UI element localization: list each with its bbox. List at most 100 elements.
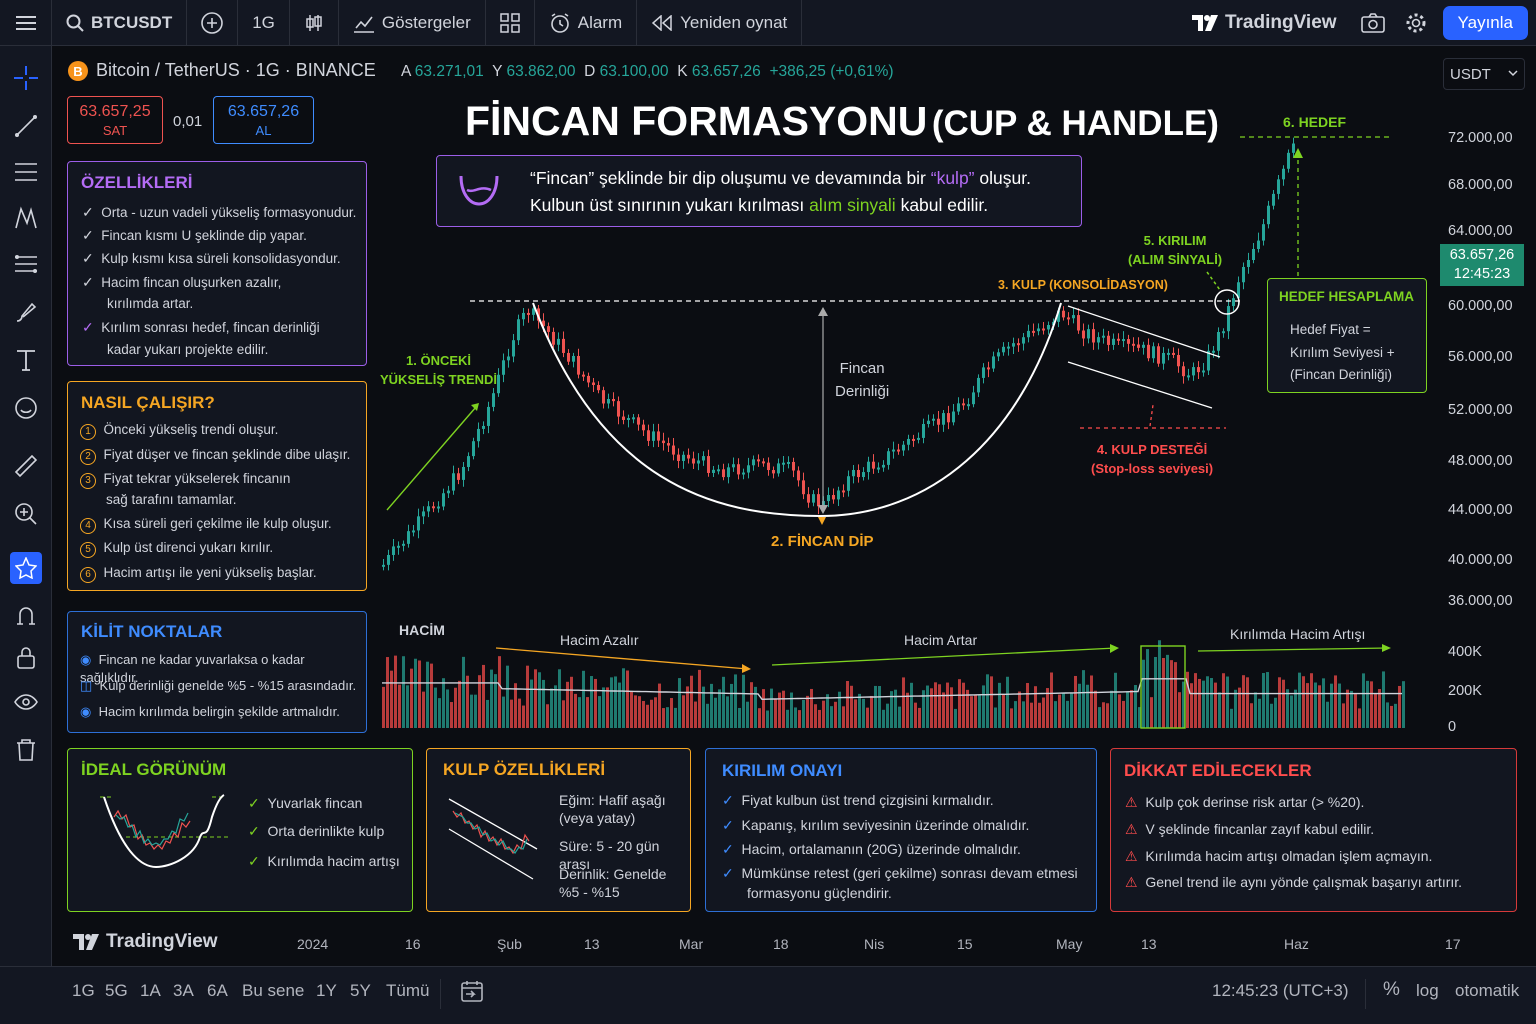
range-all[interactable]: Tümü (386, 981, 430, 1000)
volume-bar (1362, 673, 1365, 728)
candle-body (902, 444, 905, 451)
brush-tool[interactable] (10, 296, 42, 328)
info-text-end: oluşur. (974, 168, 1031, 188)
candle-body (1037, 328, 1040, 332)
candle-body (1062, 310, 1065, 318)
feature-text: Kırılım sonrası hedef, fincan derinliği (101, 320, 320, 335)
timezone-clock[interactable]: 12:45:23 (UTC+3) (1212, 981, 1349, 1000)
volume-bar (1370, 681, 1373, 728)
fib-tool[interactable] (10, 156, 42, 188)
candle-body (857, 469, 860, 478)
gear-icon (1406, 13, 1426, 32)
range-5y[interactable]: 5Y (350, 981, 371, 1000)
magnet-tool[interactable] (10, 598, 42, 630)
volume-bar (670, 698, 673, 728)
volume-bar (414, 658, 417, 728)
candle-body (1192, 367, 1195, 376)
delete-tool[interactable] (10, 734, 42, 766)
emoji-tool[interactable] (10, 392, 42, 424)
interval-button[interactable]: 1G (238, 0, 290, 46)
volume-bar (826, 694, 829, 728)
forecast-tool[interactable] (10, 248, 42, 280)
indicators-button[interactable]: Göstergeler (339, 0, 486, 46)
target-label: 6. HEDEF (1283, 114, 1347, 130)
alarm-button[interactable]: Alarm (535, 0, 638, 46)
volume-bar (790, 692, 793, 728)
trendline-tool[interactable] (10, 110, 42, 142)
snapshot-button[interactable] (1351, 0, 1395, 46)
volume-bar (990, 676, 993, 728)
volume-bar (970, 696, 973, 728)
candle-body (557, 338, 560, 345)
compare-button[interactable] (187, 0, 239, 46)
candle-body (847, 476, 850, 491)
volume-bar (538, 672, 541, 728)
candle-body (1047, 325, 1050, 330)
text-tool[interactable] (10, 344, 42, 376)
volume-bar (714, 697, 717, 728)
volume-bar (654, 697, 657, 728)
candle-body (607, 398, 610, 404)
candle-body (1137, 344, 1140, 348)
support-label-1: 4. KULP DESTEĞİ (1096, 442, 1208, 457)
auto-toggle[interactable]: otomatik (1455, 981, 1520, 1000)
volume-bar (558, 669, 561, 728)
replay-button[interactable]: Yeniden oynat (637, 0, 803, 46)
range-5d[interactable]: 5G (105, 981, 128, 1000)
step-number: 1 (80, 424, 96, 440)
confirm-item: ✓ Mümkünse retest (geri çekilme) sonrası… (722, 865, 1078, 881)
volume-bar (638, 696, 641, 728)
candle-body (762, 461, 765, 464)
candle-body (702, 456, 705, 461)
depth-arrow-head-up (818, 307, 828, 316)
candle-body (487, 406, 490, 426)
publish-button[interactable]: Yayınla (1442, 5, 1528, 40)
candle-body (602, 390, 605, 404)
confirm-text: Mümkünse retest (geri çekilme) sonrası d… (741, 865, 1078, 881)
range-1y[interactable]: 1Y (316, 981, 337, 1000)
ruler-tool[interactable] (10, 450, 42, 482)
settings-button[interactable] (1395, 0, 1437, 46)
star-icon (15, 557, 37, 579)
volume-bar (846, 680, 849, 728)
percent-toggle[interactable]: % (1383, 979, 1400, 1000)
pattern-tool[interactable] (10, 202, 42, 234)
crosshair-tool[interactable] (10, 62, 42, 94)
log-toggle[interactable]: log (1416, 981, 1439, 1000)
favorites-tool[interactable] (10, 552, 42, 584)
ideal-text: Kırılımda hacim artışı (267, 853, 400, 869)
candle-body (1022, 337, 1025, 344)
tradingview-logo-icon (1191, 14, 1218, 31)
symbol-title[interactable]: Bitcoin / TetherUS · 1G · BINANCE (96, 60, 376, 80)
buy-button[interactable]: 63.657,26 AL (213, 96, 314, 144)
volume-bar (682, 695, 685, 728)
menu-button[interactable] (0, 0, 52, 46)
candle-body (1157, 346, 1160, 364)
zoom-tool[interactable] (10, 498, 42, 530)
currency-select[interactable]: USDT (1443, 58, 1525, 90)
volume-bar (1062, 693, 1065, 728)
indicators-label: Göstergeler (381, 12, 471, 32)
sell-button[interactable]: 63.657,25 SAT (67, 96, 163, 144)
range-3m[interactable]: 3A (173, 981, 194, 1000)
candle-body (1132, 343, 1135, 346)
range-ytd[interactable]: Bu sene (242, 981, 305, 1000)
chart-type-button[interactable] (290, 0, 339, 46)
lock-tool[interactable] (10, 642, 42, 674)
ruler-small-icon: ◫ (80, 678, 93, 693)
range-1m[interactable]: 1A (140, 981, 161, 1000)
volume-bar (1366, 680, 1369, 728)
support-label: 4. KULP DESTEĞİ (Stop-loss seviyesi) (1091, 440, 1213, 478)
candle-body (927, 420, 930, 425)
range-1d[interactable]: 1G (72, 981, 95, 1000)
range-6m[interactable]: 6A (207, 981, 228, 1000)
templates-button[interactable] (486, 0, 535, 46)
candle-body (882, 464, 885, 468)
volume-bar (1254, 692, 1257, 728)
symbol-search[interactable]: BTCUSDT (52, 0, 188, 46)
goto-date-button[interactable] (460, 979, 484, 1008)
smiley-icon (15, 397, 37, 419)
volume-bar (1226, 676, 1229, 728)
hide-tool[interactable] (10, 686, 42, 718)
candle-body (627, 418, 630, 421)
